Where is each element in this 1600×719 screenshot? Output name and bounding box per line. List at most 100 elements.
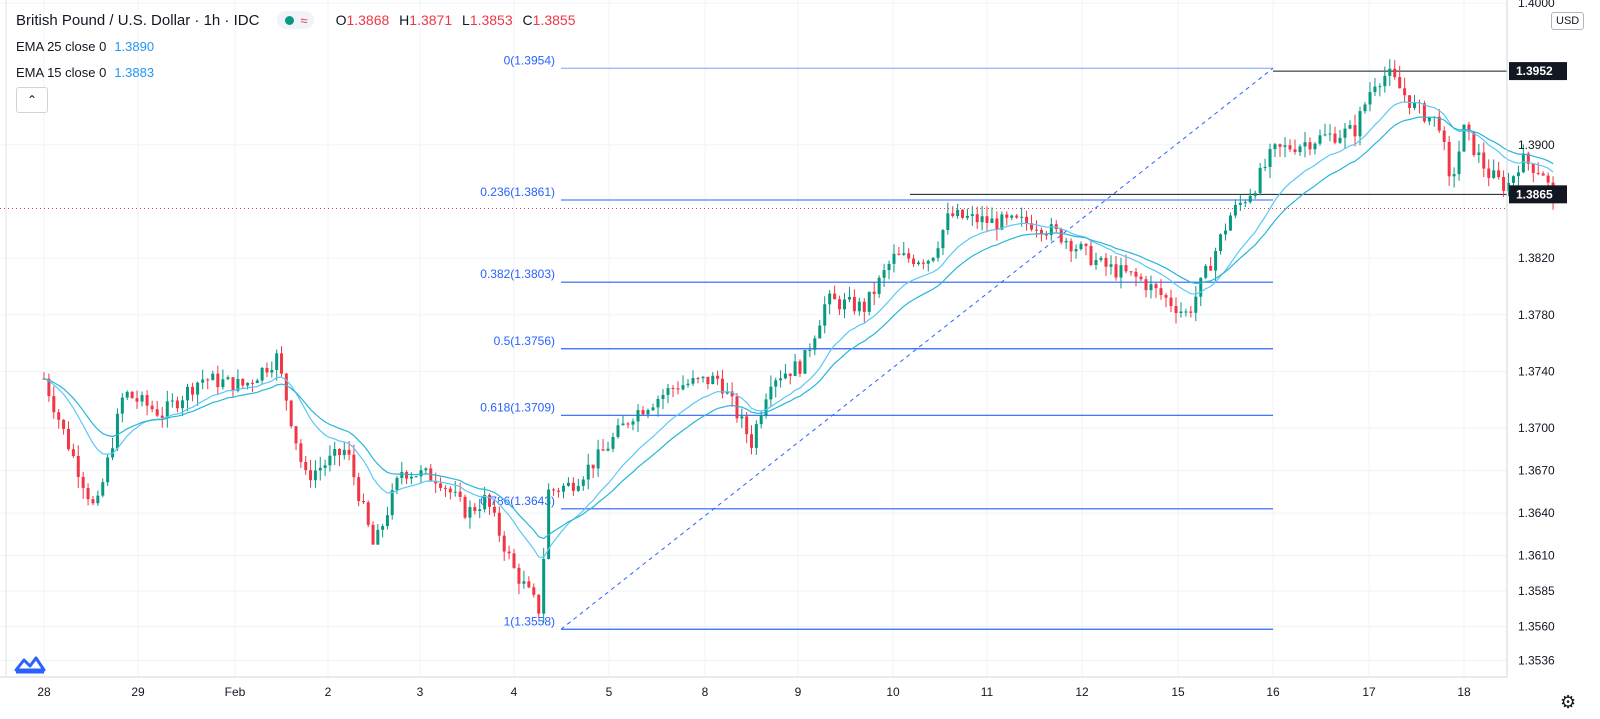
- candle-body: [246, 382, 250, 386]
- price-tick-label: 1.3585: [1518, 584, 1555, 598]
- candle-body: [581, 479, 585, 486]
- candle-body: [376, 529, 380, 545]
- time-tick-label: 16: [1266, 685, 1280, 699]
- candle-body: [1482, 152, 1486, 169]
- symbol-title[interactable]: British Pound / U.S. Dollar · 1h · IDC: [16, 11, 260, 29]
- candle-body: [764, 399, 768, 416]
- candle-body: [1447, 141, 1451, 177]
- candle-body: [847, 296, 851, 300]
- candle-body: [980, 216, 984, 223]
- price-tick-label: 1.3700: [1518, 421, 1555, 435]
- candle-body: [872, 291, 876, 294]
- gear-icon[interactable]: ⚙: [1560, 692, 1577, 712]
- candle-body: [676, 388, 680, 390]
- candle-body: [1368, 92, 1372, 105]
- candle-body: [1343, 128, 1347, 138]
- candle-body: [985, 216, 989, 224]
- price-tick-label: 1.3740: [1518, 364, 1555, 378]
- candle-body: [1308, 142, 1312, 150]
- candle-body: [701, 376, 705, 379]
- indicator-row-ema25[interactable]: EMA 25 close 0 1.3890: [16, 36, 575, 56]
- candle-body: [1546, 175, 1550, 183]
- market-status-badge[interactable]: ≈: [277, 11, 314, 29]
- candle-body: [130, 391, 134, 399]
- candle-body: [458, 491, 462, 497]
- candle-body: [483, 494, 487, 510]
- candle-body: [813, 338, 817, 350]
- candle-body: [1238, 202, 1242, 205]
- candle-body: [76, 455, 80, 477]
- candle-body: [47, 378, 51, 397]
- horizontal-lines[interactable]: [0, 70, 1507, 209]
- price-tick-label: 1.3536: [1518, 653, 1555, 667]
- candle-body: [671, 388, 675, 390]
- candle-body: [502, 535, 506, 552]
- candle-body: [1044, 234, 1048, 236]
- price-tick-label: 1.3900: [1518, 138, 1555, 152]
- candle-body: [309, 470, 313, 481]
- price-label-text: 1.3865: [1516, 187, 1553, 201]
- candle-body: [1194, 296, 1198, 313]
- candle-body: [1144, 279, 1148, 291]
- candle-body: [106, 457, 110, 483]
- fib-level-label: 0.786(1.3643): [480, 494, 555, 508]
- candle-body: [270, 369, 274, 373]
- candle-body: [1358, 111, 1362, 137]
- candle-body: [1109, 264, 1113, 267]
- candle-body: [1408, 95, 1412, 108]
- candle-body: [537, 594, 541, 614]
- candle-body: [656, 399, 660, 408]
- candle-body: [1149, 284, 1153, 291]
- candle-body: [1084, 243, 1088, 246]
- candle-body: [887, 263, 891, 271]
- candle-body: [155, 409, 159, 416]
- candle-body: [838, 299, 842, 310]
- candle-body: [616, 425, 620, 437]
- candle-body: [1452, 174, 1456, 177]
- candle-body: [857, 301, 861, 312]
- candle-body: [754, 424, 758, 448]
- candle-body: [1189, 311, 1193, 313]
- candle-body: [641, 410, 645, 415]
- high-value: 1.3871: [409, 12, 453, 28]
- candle-body: [1064, 240, 1068, 243]
- candle-body: [1164, 295, 1168, 298]
- candle-body: [463, 496, 467, 518]
- candle-body: [226, 377, 230, 380]
- candle-body: [1313, 143, 1317, 150]
- candle-body: [160, 415, 164, 418]
- time-tick-label: 5: [606, 685, 613, 699]
- candle-body: [86, 488, 90, 500]
- candle-body: [1467, 124, 1471, 133]
- candle-body: [473, 507, 477, 511]
- candle-body: [970, 214, 974, 216]
- indicator-row-ema15[interactable]: EMA 15 close 0 1.3883: [16, 62, 575, 82]
- candle-body: [735, 396, 739, 419]
- candle-body: [1288, 145, 1292, 150]
- candle-body: [318, 467, 322, 471]
- candle-body: [921, 262, 925, 264]
- candle-body: [1477, 152, 1481, 156]
- tradingview-logo-icon[interactable]: [14, 648, 46, 676]
- candle-body: [468, 507, 472, 518]
- fib-trend-line: [560, 67, 1274, 630]
- currency-badge[interactable]: USD: [1551, 12, 1585, 30]
- candle-body: [1119, 265, 1123, 278]
- time-tick-label: 11: [981, 685, 994, 699]
- candle-body: [1209, 265, 1213, 271]
- time-tick-label: Feb: [225, 685, 246, 699]
- candle-body: [725, 391, 729, 394]
- chart-legend: British Pound / U.S. Dollar · 1h · IDC ≈…: [16, 10, 575, 82]
- candle-body: [907, 253, 911, 259]
- candle-body: [91, 499, 95, 504]
- candle-body: [916, 262, 920, 265]
- candle-body: [1039, 229, 1043, 235]
- candle-body: [877, 277, 881, 294]
- fib-level-label: 0.5(1.3756): [494, 334, 555, 348]
- candle-body: [71, 449, 75, 456]
- fibonacci-retracement[interactable]: 0(1.3954) 0.236(1.3861) 0.382(1.3803) 0.5(1…: [480, 53, 1274, 630]
- candle-body: [1531, 163, 1535, 173]
- candle-body: [1403, 88, 1407, 96]
- collapse-legend-button[interactable]: ⌃: [16, 87, 48, 113]
